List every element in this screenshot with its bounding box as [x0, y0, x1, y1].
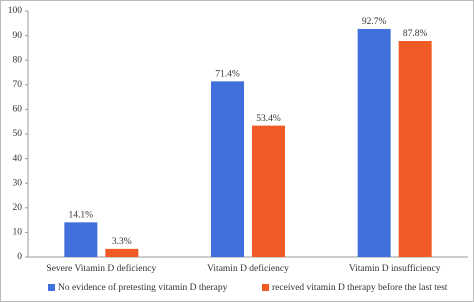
y-tick-label: 0	[17, 252, 22, 262]
x-tick-label: Severe Vitamin D deficiency	[46, 263, 156, 274]
legend-swatch	[262, 284, 269, 291]
y-tick-label: 90	[13, 31, 23, 41]
bar	[357, 28, 391, 257]
bar	[252, 125, 285, 257]
legend-swatch	[48, 284, 55, 291]
data-label: 87.8%	[403, 29, 428, 39]
data-label: 71.4%	[215, 70, 240, 80]
y-tick-label: 70	[13, 80, 23, 90]
x-tick-label: Vitamin D insufficiency	[349, 263, 441, 274]
data-label: 3.3%	[112, 237, 132, 247]
legend-label: No evidence of pretesting vitamin D ther…	[58, 282, 228, 293]
x-tick-label: Vitamin D deficiency	[207, 263, 289, 274]
data-label: 53.4%	[256, 114, 281, 124]
bar	[211, 81, 244, 257]
bar	[105, 248, 139, 257]
bar	[398, 41, 432, 258]
bar	[64, 222, 98, 257]
y-tick-label: 40	[13, 154, 23, 164]
data-label: 14.1%	[69, 211, 94, 221]
y-tick-label: 10	[13, 228, 23, 238]
y-tick-label: 30	[13, 178, 23, 188]
y-tick-label: 100	[8, 6, 23, 16]
y-tick-label: 80	[13, 55, 23, 65]
y-tick-label: 50	[13, 129, 23, 139]
y-tick-label: 60	[13, 105, 23, 115]
data-label: 92.7%	[362, 17, 387, 27]
y-tick-label: 20	[13, 203, 23, 213]
legend-label: received vitamin D therapy before the la…	[272, 282, 448, 293]
